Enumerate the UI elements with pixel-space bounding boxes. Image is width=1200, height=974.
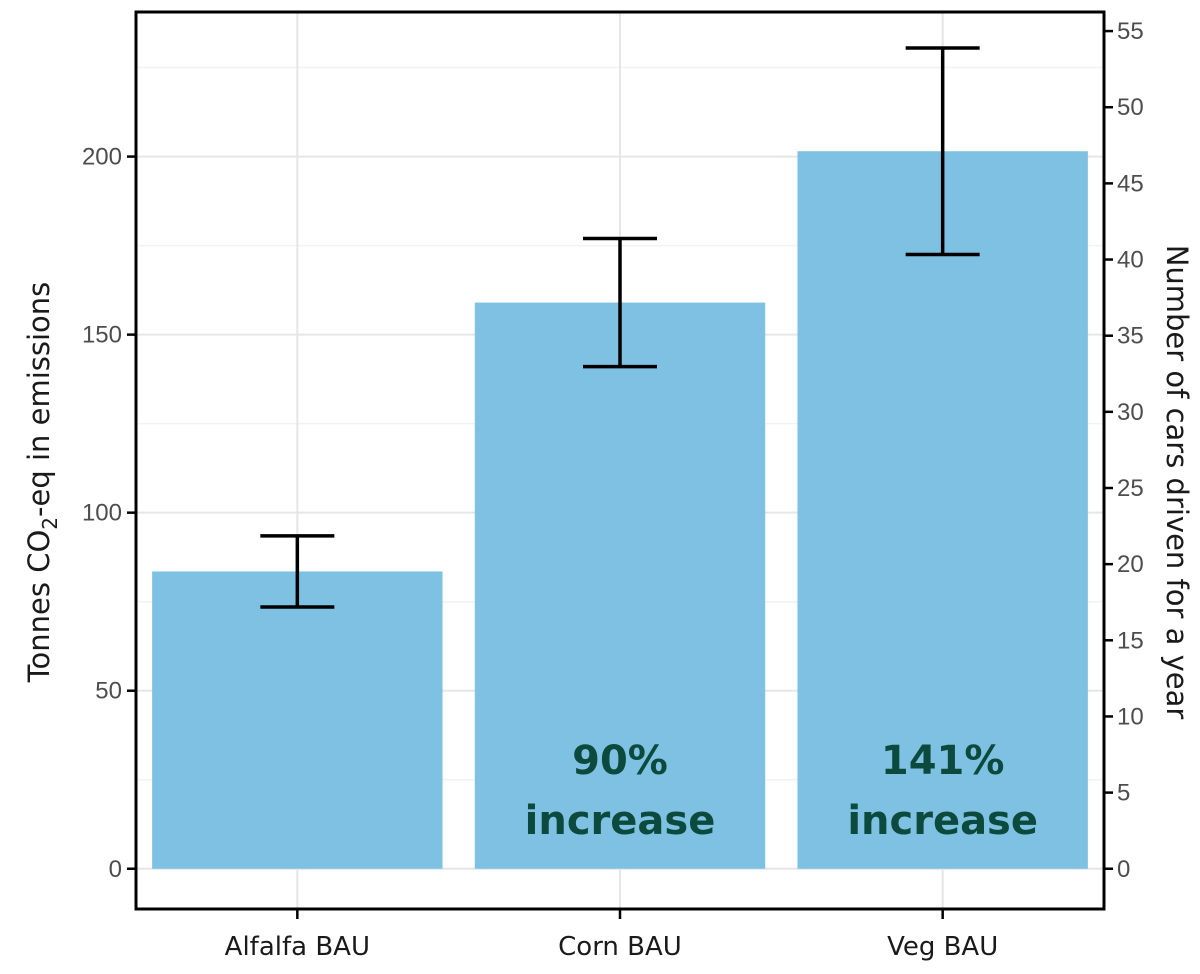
x-tick-label: Alfalfa BAU [225, 932, 370, 962]
left-y-axis: 0 50 100 150 200 [82, 144, 136, 883]
left-y-axis-title-prefix: Tonnes CO [22, 530, 56, 684]
x-axis: Alfalfa BAU Corn BAU Veg BAU [225, 909, 998, 962]
bar-annotation-text: 141% [881, 738, 1005, 784]
right-y-tick-label: 40 [1117, 247, 1144, 274]
left-y-tick-label: 100 [82, 500, 122, 527]
bar-alfalfa-bau [152, 571, 443, 869]
error-bar [260, 534, 335, 609]
error-bar [583, 236, 657, 369]
bar-annotation-text: increase [847, 798, 1038, 844]
left-y-tick-label: 0 [109, 856, 122, 883]
bar-annotations: 90% increase 141% increase [525, 738, 1038, 844]
left-y-axis-title-subscript: 2 [38, 517, 62, 530]
bars [152, 151, 1088, 869]
error-bars [260, 46, 980, 609]
left-y-tick-label: 150 [82, 322, 122, 349]
left-y-tick-label: 200 [82, 144, 122, 171]
right-y-axis-title: Number of cars driven for a year [1160, 245, 1194, 720]
right-y-tick-label: 0 [1117, 856, 1130, 883]
left-y-tick-label: 50 [95, 678, 122, 705]
left-y-axis-title: Tonnes CO2-eq in emissions [22, 282, 62, 684]
right-y-tick-label: 30 [1117, 399, 1144, 426]
right-y-tick-label: 10 [1117, 703, 1144, 730]
bar-annotation-text: 90% [572, 738, 668, 784]
right-y-tick-label: 35 [1117, 323, 1144, 350]
bar-corn-bau [474, 302, 766, 869]
bar-veg-bau [797, 151, 1088, 869]
right-y-tick-label: 25 [1117, 475, 1144, 502]
x-tick-label: Corn BAU [558, 932, 682, 962]
right-y-tick-label: 55 [1117, 18, 1144, 45]
right-y-tick-label: 20 [1117, 551, 1144, 578]
bar-annotation-text: increase [525, 798, 716, 844]
left-y-axis-title-suffix: -eq in emissions [22, 282, 56, 517]
right-y-tick-label: 50 [1117, 94, 1144, 121]
right-y-axis: 0 5 10 15 20 25 30 35 40 45 50 55 [1104, 18, 1144, 883]
error-bar [905, 46, 980, 257]
x-tick-label: Veg BAU [887, 932, 998, 962]
right-y-tick-label: 5 [1117, 780, 1130, 807]
right-y-tick-label: 15 [1117, 627, 1144, 654]
right-y-tick-label: 45 [1117, 170, 1144, 197]
